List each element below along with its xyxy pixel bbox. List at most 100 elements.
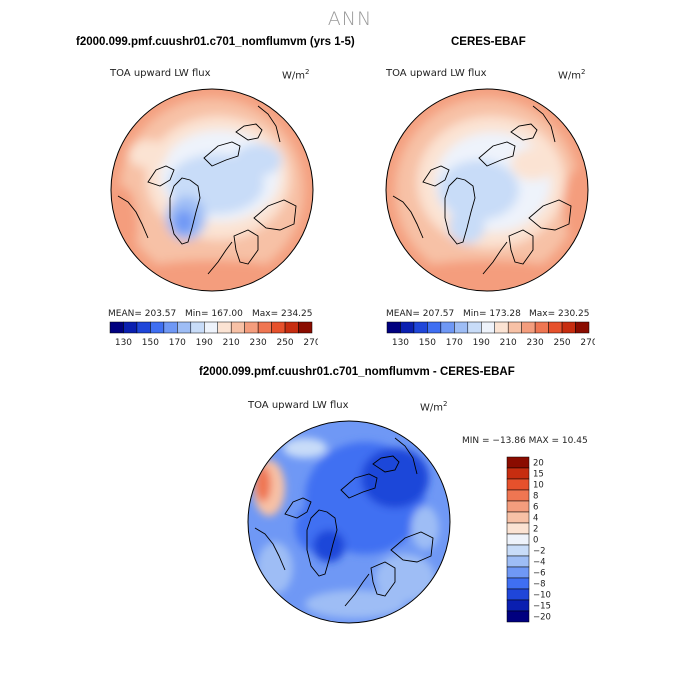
panel3-colorbar-tick-label: 6	[533, 503, 538, 513]
panel1-colorbar-tick-label: 230	[250, 338, 267, 347]
panel3-colorbar-swatch	[506, 522, 530, 535]
panel1-colorbar-tick-label: 130	[115, 338, 132, 347]
panel1-min: Min= 167.00	[185, 309, 243, 319]
panel2-min: Min= 173.28	[463, 309, 521, 319]
panel2-colorbar-tick-label: 150	[419, 338, 436, 347]
panel1-colorbar-swatch	[230, 321, 245, 334]
panel2-map	[385, 88, 589, 292]
panel1-mean: MEAN= 203.57	[108, 309, 177, 319]
panel2-colorbar-tick-label: 190	[473, 338, 490, 347]
panel1-colorbar-tick-label: 150	[142, 338, 159, 347]
panel3-colorbar-swatch	[506, 489, 530, 502]
panel1-colorbar-tick-label: 210	[223, 338, 240, 347]
panel1-colorbar-swatch	[163, 321, 178, 334]
panel1-colorbar-swatch	[298, 321, 313, 334]
panel1-colorbar-swatch	[136, 321, 151, 334]
panel2-max: Max= 230.25	[529, 309, 590, 319]
panel3-field	[248, 421, 450, 623]
panel3-units: W/m2	[420, 400, 448, 414]
panel2-colorbar-swatch	[521, 321, 536, 334]
panel3-coastlines	[254, 437, 434, 607]
panel2-colorbar-tick-label: 230	[527, 338, 544, 347]
panel1-colorbar-swatch	[204, 321, 218, 334]
panel1-colorbar-swatch	[244, 321, 259, 334]
panel1-colorbar-tick-label: 170	[169, 338, 186, 347]
panel3-colorbar-tick-label: 4	[533, 514, 538, 524]
panel1-colorbar-swatch	[150, 321, 165, 334]
panel3-colorbar-swatch	[506, 500, 530, 513]
panel3-colorbar-swatch	[506, 577, 530, 590]
panel2-colorbar-swatch	[440, 321, 455, 334]
panel3-colorbar-tick-label: −8	[533, 580, 546, 590]
panel2-colorbar-swatch	[561, 321, 576, 334]
figure-title: ANN	[327, 8, 373, 30]
panel1-colorbar-swatch	[257, 321, 272, 334]
panel1-colorbar-swatch	[284, 321, 299, 334]
panel2-colorbar-swatch	[386, 321, 401, 334]
panel2-colorbar-swatch	[507, 321, 522, 334]
panel1-field-label: TOA upward LW flux	[110, 68, 211, 79]
panel2-colorbar-swatch	[534, 321, 549, 334]
panel1-colorbar-swatch	[109, 321, 124, 334]
panel2-colorbar-swatch	[481, 321, 495, 334]
panel2-title: CERES-EBAF	[451, 36, 526, 48]
panel1-title: f2000.099.pmf.cuushr01.c701_nomflumvm (y…	[76, 36, 355, 48]
panel3-colorbar-tick-label: 2	[533, 525, 538, 535]
panel1-colorbar-tick-label: 270	[303, 338, 318, 347]
panel2-colorbar-tick-label: 250	[553, 338, 570, 347]
panel3-colorbar-swatch	[506, 610, 530, 623]
panel3-colorbar-swatch	[506, 544, 530, 557]
panel1-units: W/m2	[282, 68, 310, 82]
panel3-colorbar-swatch	[506, 467, 530, 480]
panel3-field-label: TOA upward LW flux	[248, 400, 349, 411]
panel3-colorbar-swatch	[506, 456, 530, 469]
panel3-colorbar-tick-label: 20	[533, 459, 544, 469]
panel3-colorbar-swatch	[506, 533, 530, 546]
panel2-units: W/m2	[558, 68, 586, 82]
panel2-colorbar-swatch	[454, 321, 469, 334]
panel3-colorbar-swatch	[506, 599, 530, 612]
panel3-title: f2000.099.pmf.cuushr01.c701_nomflumvm - …	[199, 366, 515, 378]
panel1-colorbar-swatch	[217, 321, 232, 334]
panel2-colorbar-tick-label: 270	[580, 338, 595, 347]
panel3-colorbar-tick-label: −10	[533, 591, 551, 601]
panel2-field	[386, 89, 588, 291]
panel1-colorbar-swatch	[123, 321, 138, 334]
panel1-colorbar-swatch	[177, 321, 192, 334]
panel3-colorbar-tick-label: −4	[533, 558, 546, 568]
panel2-colorbar-swatch	[467, 321, 482, 334]
panel3-colorbar-tick-label: −6	[533, 569, 546, 579]
panel1-map	[110, 88, 314, 292]
panel3-colorbar-tick-label: 15	[533, 470, 544, 480]
panel3-colorbar-tick-label: −15	[533, 602, 551, 612]
panel2-colorbar-tick-label: 210	[500, 338, 517, 347]
panel1-colorbar: 130 150 170 190 210 230 250 270	[109, 321, 318, 347]
panel1-colorbar-swatch	[271, 321, 286, 334]
panel2-colorbar-swatch	[413, 321, 428, 334]
panel1-max: Max= 234.25	[252, 309, 313, 319]
panel3-map	[247, 420, 451, 624]
panel1-colorbar-tick-label: 250	[276, 338, 293, 347]
panel3-colorbar-tick-label: 0	[533, 536, 538, 546]
panel2-field-label: TOA upward LW flux	[386, 68, 487, 79]
panel2-coastlines	[392, 105, 572, 275]
panel3-colorbar-tick-label: −2	[533, 547, 546, 557]
panel3-colorbar-swatch	[506, 588, 530, 601]
panel1-coastlines	[117, 105, 297, 275]
panel2-colorbar-swatch	[427, 321, 442, 334]
panel2-colorbar-swatch	[575, 321, 590, 334]
panel3-colorbar-tick-label: 10	[533, 481, 544, 491]
panel2-colorbar-swatch	[400, 321, 415, 334]
panel2-colorbar-tick-label: 130	[392, 338, 409, 347]
panel3-colorbar-swatch	[506, 511, 530, 524]
panel3-colorbar-tick-label: −20	[533, 613, 551, 623]
panel2-mean: MEAN= 207.57	[386, 309, 455, 319]
panel3-colorbar-tick-label: 8	[533, 492, 538, 502]
panel3-colorbar-swatch	[506, 555, 530, 568]
panel3-colorbar-swatch	[506, 478, 530, 491]
panel2-colorbar: 130 150 170 190 210 230 250 270	[386, 321, 595, 347]
panel2-colorbar-swatch	[548, 321, 563, 334]
panel3-minmax: MIN = −13.86 MAX = 10.45	[462, 436, 588, 446]
panel2-colorbar-swatch	[494, 321, 509, 334]
